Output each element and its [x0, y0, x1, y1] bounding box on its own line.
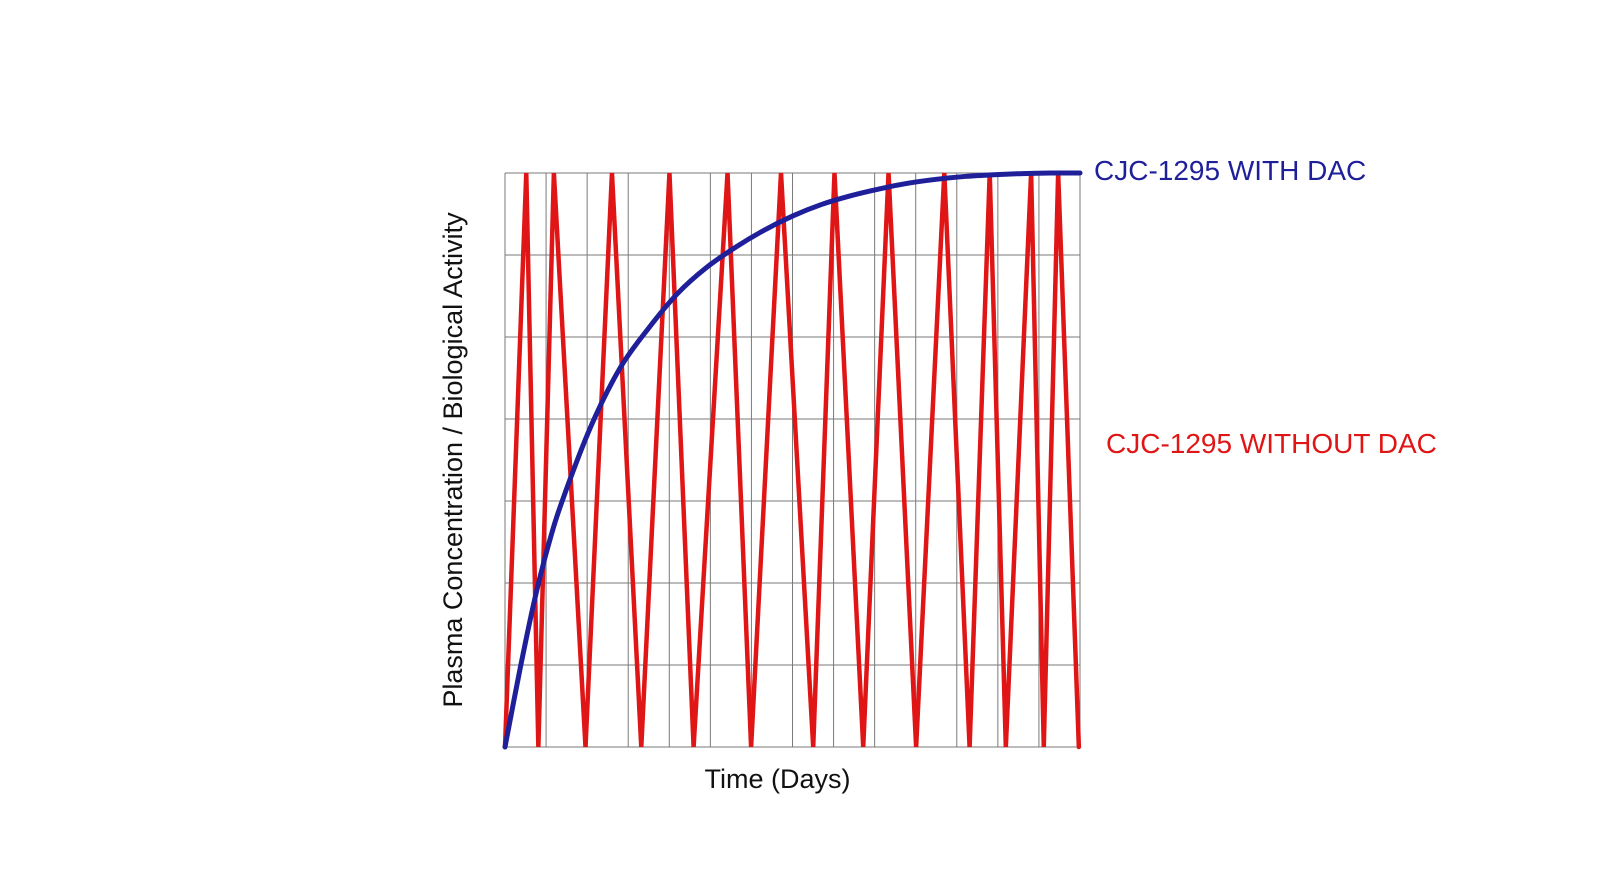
series-line-with-dac: [502, 170, 1083, 750]
legend-entry-without-dac: CJC-1295 WITHOUT DAC: [1106, 428, 1437, 459]
legend-entry-with-dac: CJC-1295 WITH DAC: [1094, 155, 1366, 186]
y-axis-label: Plasma Concentration / Biological Activi…: [438, 212, 468, 708]
series-line-without-dac: [502, 172, 1082, 750]
series-layer: [502, 170, 1083, 750]
x-axis-label: Time (Days): [705, 764, 851, 794]
